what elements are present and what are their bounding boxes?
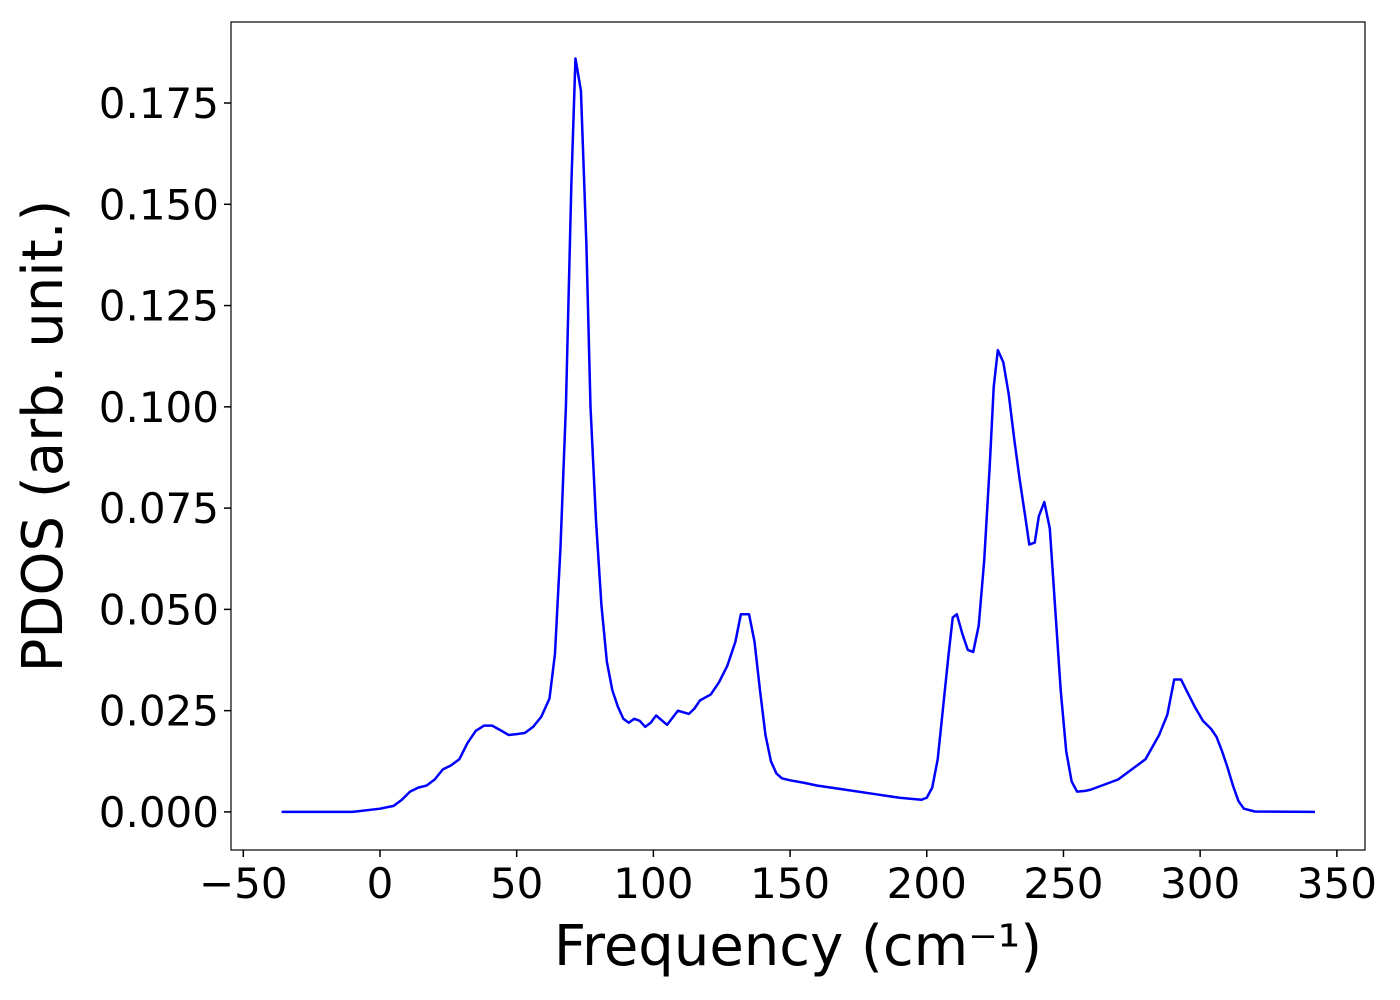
y-tick-label: 0.050 <box>99 585 219 634</box>
y-tick-label: 0.175 <box>99 79 219 128</box>
x-axis-label: Frequency (cm⁻¹) <box>554 914 1042 979</box>
x-tick-label: 350 <box>1297 859 1377 908</box>
x-tick-label: 250 <box>1023 859 1103 908</box>
x-tick-label: 300 <box>1160 859 1240 908</box>
x-tick-label: 50 <box>490 859 543 908</box>
x-tick-label: 100 <box>613 859 693 908</box>
y-tick-label: 0.000 <box>99 788 219 837</box>
y-axis-label: PDOS (arb. unit.) <box>11 200 76 673</box>
y-tick-label: 0.150 <box>99 180 219 229</box>
x-tick-label: 150 <box>750 859 830 908</box>
plot-frame <box>230 21 1366 851</box>
x-tick-label: −50 <box>199 859 288 908</box>
y-tick-label: 0.125 <box>99 282 219 331</box>
y-tick-label: 0.100 <box>99 383 219 432</box>
y-tick-label: 0.025 <box>99 687 219 736</box>
data-line <box>281 57 1315 814</box>
y-tick-label: 0.075 <box>99 484 219 533</box>
x-tick-label: 0 <box>367 859 394 908</box>
x-tick-label: 200 <box>887 859 967 908</box>
